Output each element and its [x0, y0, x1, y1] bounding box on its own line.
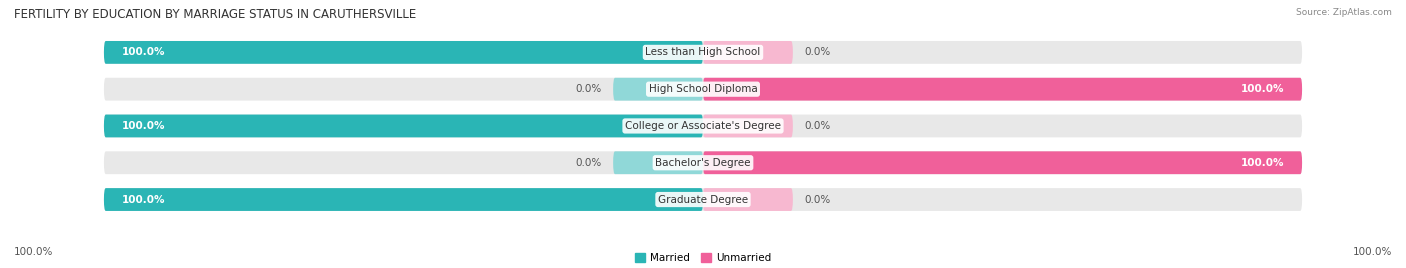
- Text: College or Associate's Degree: College or Associate's Degree: [626, 121, 780, 131]
- Text: 0.0%: 0.0%: [575, 158, 602, 168]
- FancyBboxPatch shape: [104, 114, 1302, 137]
- FancyBboxPatch shape: [703, 151, 1302, 174]
- FancyBboxPatch shape: [104, 41, 1302, 64]
- FancyBboxPatch shape: [613, 151, 703, 174]
- Text: 100.0%: 100.0%: [14, 247, 53, 257]
- Text: High School Diploma: High School Diploma: [648, 84, 758, 94]
- Text: Graduate Degree: Graduate Degree: [658, 195, 748, 204]
- Text: Bachelor's Degree: Bachelor's Degree: [655, 158, 751, 168]
- Text: 100.0%: 100.0%: [1240, 84, 1284, 94]
- Text: 0.0%: 0.0%: [575, 84, 602, 94]
- FancyBboxPatch shape: [703, 188, 793, 211]
- FancyBboxPatch shape: [104, 114, 703, 137]
- FancyBboxPatch shape: [104, 151, 1302, 174]
- FancyBboxPatch shape: [703, 78, 1302, 100]
- FancyBboxPatch shape: [703, 41, 793, 64]
- Text: 0.0%: 0.0%: [804, 195, 831, 204]
- FancyBboxPatch shape: [104, 188, 1302, 211]
- Text: 100.0%: 100.0%: [122, 47, 166, 57]
- Text: 100.0%: 100.0%: [122, 121, 166, 131]
- FancyBboxPatch shape: [104, 188, 703, 211]
- Text: 100.0%: 100.0%: [1240, 158, 1284, 168]
- Text: 0.0%: 0.0%: [804, 47, 831, 57]
- Text: 0.0%: 0.0%: [804, 121, 831, 131]
- FancyBboxPatch shape: [703, 114, 793, 137]
- Text: Less than High School: Less than High School: [645, 47, 761, 57]
- Text: 100.0%: 100.0%: [122, 195, 166, 204]
- FancyBboxPatch shape: [104, 78, 1302, 100]
- Text: 100.0%: 100.0%: [1353, 247, 1392, 257]
- Text: Source: ZipAtlas.com: Source: ZipAtlas.com: [1296, 8, 1392, 17]
- FancyBboxPatch shape: [613, 78, 703, 100]
- FancyBboxPatch shape: [104, 41, 703, 64]
- Legend: Married, Unmarried: Married, Unmarried: [630, 249, 776, 267]
- Text: FERTILITY BY EDUCATION BY MARRIAGE STATUS IN CARUTHERSVILLE: FERTILITY BY EDUCATION BY MARRIAGE STATU…: [14, 8, 416, 21]
